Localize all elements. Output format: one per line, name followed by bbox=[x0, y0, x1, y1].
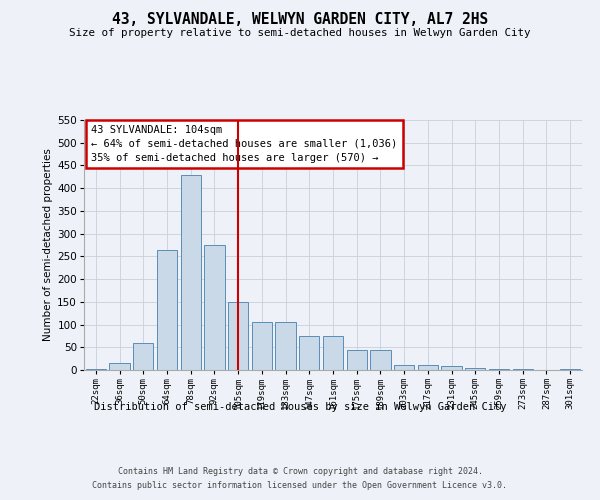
Y-axis label: Number of semi-detached properties: Number of semi-detached properties bbox=[43, 148, 53, 342]
Text: 43, SYLVANDALE, WELWYN GARDEN CITY, AL7 2HS: 43, SYLVANDALE, WELWYN GARDEN CITY, AL7 … bbox=[112, 12, 488, 28]
Bar bbox=[205, 245, 224, 370]
Bar bbox=[489, 369, 509, 370]
Bar bbox=[465, 368, 485, 370]
Bar bbox=[133, 342, 154, 370]
Text: Contains public sector information licensed under the Open Government Licence v3: Contains public sector information licen… bbox=[92, 481, 508, 490]
Text: Contains HM Land Registry data © Crown copyright and database right 2024.: Contains HM Land Registry data © Crown c… bbox=[118, 468, 482, 476]
Bar bbox=[323, 336, 343, 370]
Bar bbox=[181, 174, 201, 370]
Bar bbox=[418, 366, 438, 370]
Bar bbox=[252, 322, 272, 370]
Bar bbox=[394, 366, 414, 370]
Bar bbox=[86, 369, 106, 370]
Text: Size of property relative to semi-detached houses in Welwyn Garden City: Size of property relative to semi-detach… bbox=[69, 28, 531, 38]
Bar bbox=[347, 350, 367, 370]
Bar bbox=[370, 350, 391, 370]
Bar bbox=[442, 366, 461, 370]
Bar bbox=[299, 336, 319, 370]
Bar bbox=[275, 322, 296, 370]
Text: Distribution of semi-detached houses by size in Welwyn Garden City: Distribution of semi-detached houses by … bbox=[94, 402, 506, 412]
Text: 43 SYLVANDALE: 104sqm
← 64% of semi-detached houses are smaller (1,036)
35% of s: 43 SYLVANDALE: 104sqm ← 64% of semi-deta… bbox=[91, 125, 398, 163]
Bar bbox=[157, 250, 177, 370]
Bar bbox=[560, 369, 580, 370]
Bar bbox=[228, 302, 248, 370]
Bar bbox=[109, 363, 130, 370]
Bar bbox=[512, 369, 533, 370]
